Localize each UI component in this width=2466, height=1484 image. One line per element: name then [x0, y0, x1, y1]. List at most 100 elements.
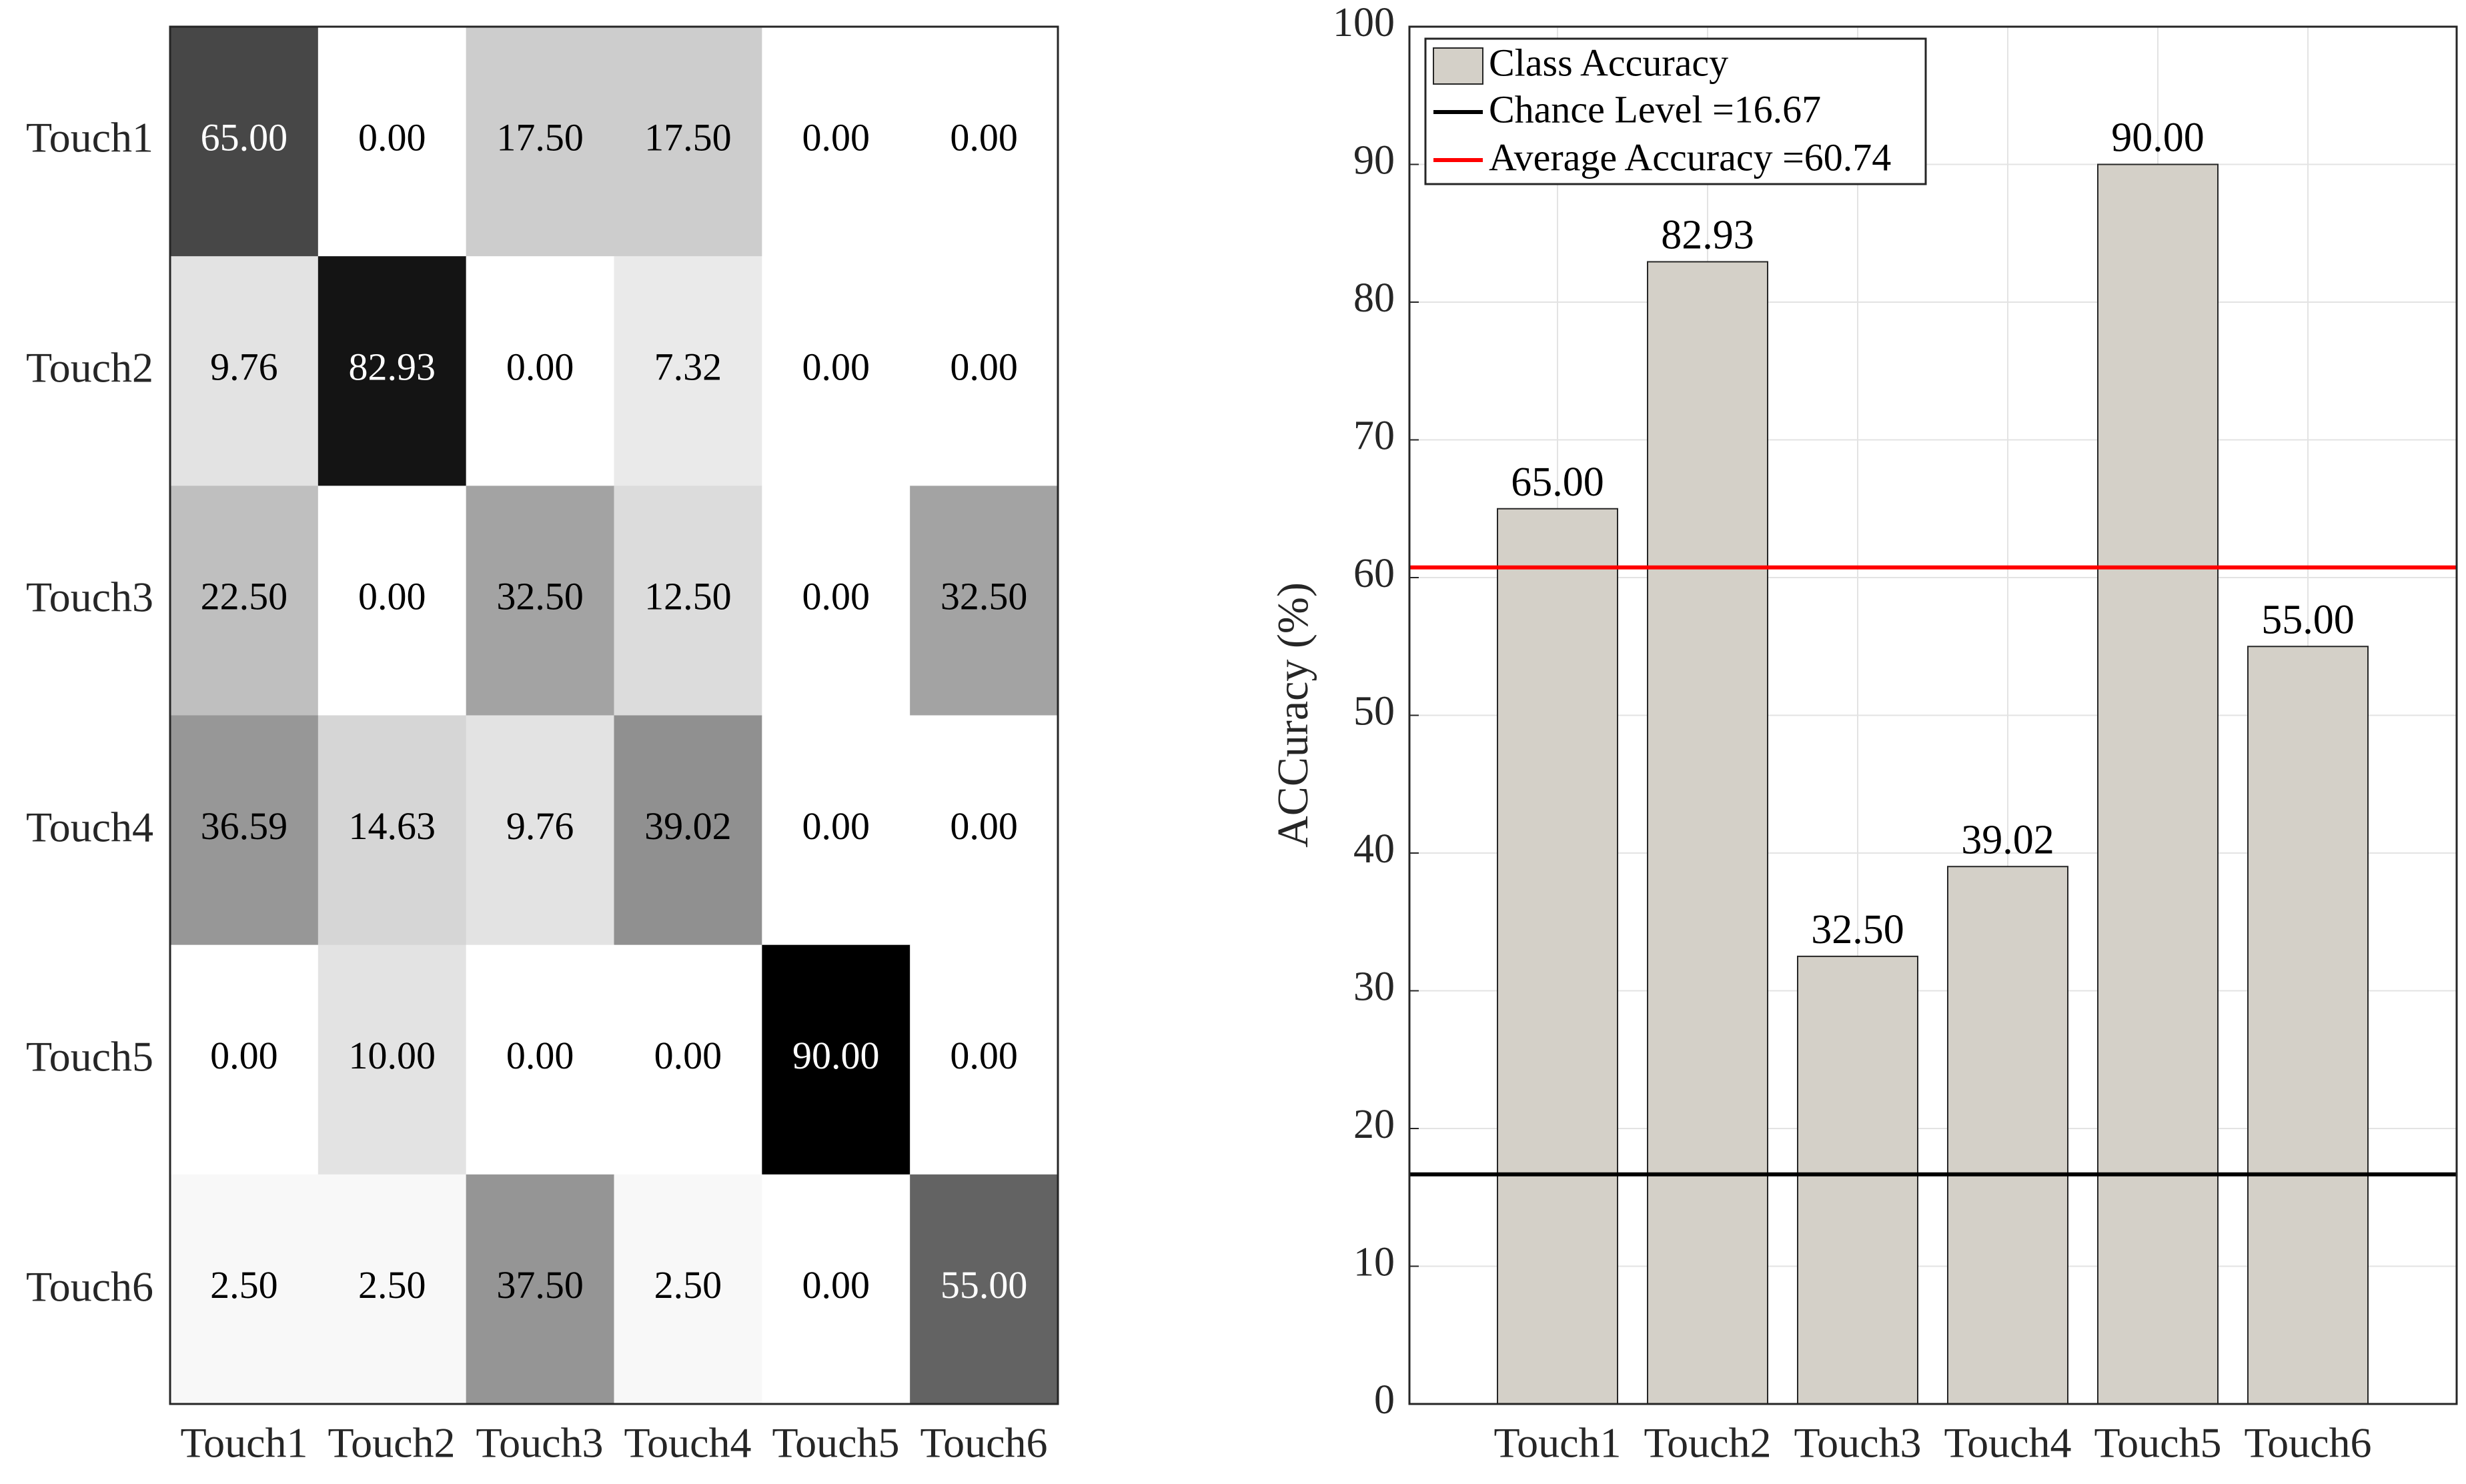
bc-y-tick-label: 90 — [1353, 138, 1395, 183]
cm-cell-value: 39.02 — [644, 804, 732, 848]
cm-cell — [466, 27, 614, 257]
bc-y-tick-label: 60 — [1353, 551, 1395, 596]
bc-y-tick-label: 10 — [1353, 1240, 1395, 1285]
cm-cell — [762, 27, 910, 257]
cm-cell-value: 0.00 — [950, 1034, 1018, 1077]
cm-cell — [614, 27, 762, 257]
cm-cell — [762, 256, 910, 486]
bc-y-tick-label: 30 — [1353, 964, 1395, 1010]
bc-x-tick-label: Touch4 — [1944, 1419, 2071, 1467]
cm-cell — [762, 1174, 910, 1405]
cm-cell-value: 90.00 — [792, 1034, 880, 1077]
cm-cell — [170, 1174, 319, 1405]
bc-x-tick-label: Touch6 — [2244, 1419, 2371, 1467]
bar-value-label: 90.00 — [2111, 115, 2205, 161]
cm-cell — [318, 256, 467, 486]
bar-chart-y-ticks: 0 10 20 30 40 50 60 70 80 90 100 — [1333, 0, 1419, 1423]
cm-cell — [466, 944, 614, 1175]
cm-cell — [170, 486, 319, 716]
confusion-matrix-values: 65.00 0.00 17.50 17.50 0.00 0.00 9.76 82.93 0.00… — [201, 115, 1028, 1307]
cm-cell — [910, 486, 1059, 716]
legend-label-class-accuracy: Class Accuracy — [1489, 41, 1728, 84]
cm-cell-value: 0.00 — [802, 575, 870, 618]
cm-cell-value: 0.00 — [950, 804, 1018, 848]
bc-y-tick-label: 70 — [1353, 414, 1395, 459]
confusion-matrix: 65.00 0.00 17.50 17.50 0.00 0.00 9.76 82.93 0.00… — [26, 25, 1059, 1467]
cm-cell — [318, 715, 467, 946]
cm-cell-value: 0.00 — [802, 345, 870, 389]
cm-col-label: Touch5 — [772, 1419, 899, 1467]
cm-cell-value: 55.00 — [941, 1263, 1028, 1307]
cm-cell-value: 37.50 — [496, 1263, 584, 1307]
cm-cell — [170, 944, 319, 1175]
cm-cell-value: 2.50 — [210, 1263, 278, 1307]
cm-cell — [762, 486, 910, 716]
bar — [1947, 866, 2068, 1405]
cm-cell — [614, 256, 762, 486]
cm-cell-value: 65.00 — [201, 115, 288, 159]
cm-cell — [466, 486, 614, 716]
bar-value-label: 32.50 — [1811, 907, 1904, 952]
legend-label-chance-level: Chance Level =16.67 — [1489, 87, 1821, 131]
confusion-matrix-border — [169, 25, 1059, 1405]
cm-cell-value: 7.32 — [654, 345, 722, 389]
cm-cell-value: 0.00 — [210, 1034, 278, 1077]
cm-cell-value: 32.50 — [496, 575, 584, 618]
cm-cell — [466, 715, 614, 946]
cm-cell-value: 0.00 — [950, 345, 1018, 389]
cm-cell — [910, 944, 1059, 1175]
bar — [2097, 163, 2219, 1405]
legend-label-average-accuracy: Average Accuracy =60.74 — [1489, 135, 1891, 179]
cm-cell-value: 14.63 — [349, 804, 436, 848]
bar-chart-value-labels: 65.00 82.93 32.50 39.02 90.00 55.00 — [1511, 115, 2355, 952]
bc-y-tick-label: 0 — [1374, 1377, 1395, 1423]
bar-value-label: 65.00 — [1511, 460, 1604, 505]
cm-cell-value: 2.50 — [654, 1263, 722, 1307]
cm-cell-value: 36.59 — [201, 804, 288, 848]
bar — [1497, 508, 1618, 1405]
cm-cell-value: 2.50 — [358, 1263, 426, 1307]
cm-cell — [614, 715, 762, 946]
cm-row-label: Touch3 — [26, 574, 153, 621]
cm-cell-value: 0.00 — [802, 1263, 870, 1307]
bar-chart: 0 10 20 30 40 50 60 70 80 90 100 65.00 82.93 32.50 39… — [1269, 0, 2458, 1467]
bar-value-label: 82.93 — [1661, 213, 1754, 258]
cm-cell — [762, 944, 910, 1175]
cm-row-label: Touch6 — [26, 1263, 153, 1311]
cm-col-label: Touch6 — [920, 1419, 1047, 1467]
cm-cell — [318, 1174, 467, 1405]
cm-cell — [910, 256, 1059, 486]
cm-cell — [614, 944, 762, 1175]
confusion-matrix-col-labels: Touch1 Touch2 Touch3 Touch4 Touch5 Touch… — [180, 1419, 1047, 1467]
bc-y-tick-label: 80 — [1353, 275, 1395, 321]
bar-value-label: 55.00 — [2261, 597, 2355, 642]
cm-cell — [170, 256, 319, 486]
confusion-matrix-row-labels: Touch1 Touch2 Touch3 Touch4 Touch5 Touch… — [26, 114, 153, 1311]
cm-cell-value: 9.76 — [210, 345, 278, 389]
bar-chart-bars — [1497, 163, 2369, 1405]
cm-cell — [910, 27, 1059, 257]
cm-cell — [466, 256, 614, 486]
legend-swatch-class-accuracy — [1433, 47, 1483, 85]
confusion-matrix-cells — [170, 27, 1059, 1405]
bc-y-tick-label: 40 — [1353, 826, 1395, 872]
cm-cell — [170, 715, 319, 946]
cm-cell-value: 0.00 — [802, 115, 870, 159]
cm-cell — [318, 486, 467, 716]
cm-cell — [170, 27, 319, 257]
cm-cell-value: 12.50 — [644, 575, 732, 618]
cm-cell — [318, 944, 467, 1175]
cm-cell-value: 0.00 — [506, 345, 574, 389]
cm-cell-value: 0.00 — [358, 115, 426, 159]
cm-col-label: Touch1 — [180, 1419, 307, 1467]
legend-box — [1424, 37, 1927, 185]
bar-chart-reference-lines — [1409, 565, 2457, 1177]
bar — [2247, 646, 2369, 1405]
cm-cell-value: 10.00 — [349, 1034, 436, 1077]
bar-chart-x-ticks: Touch1 Touch2 Touch3 Touch4 Touch5 Touch… — [1493, 1419, 2371, 1467]
cm-cell-value: 0.00 — [802, 804, 870, 848]
bc-x-tick-label: Touch5 — [2094, 1419, 2221, 1467]
bar-value-label: 39.02 — [1961, 817, 2054, 862]
cm-cell-value: 0.00 — [950, 115, 1018, 159]
